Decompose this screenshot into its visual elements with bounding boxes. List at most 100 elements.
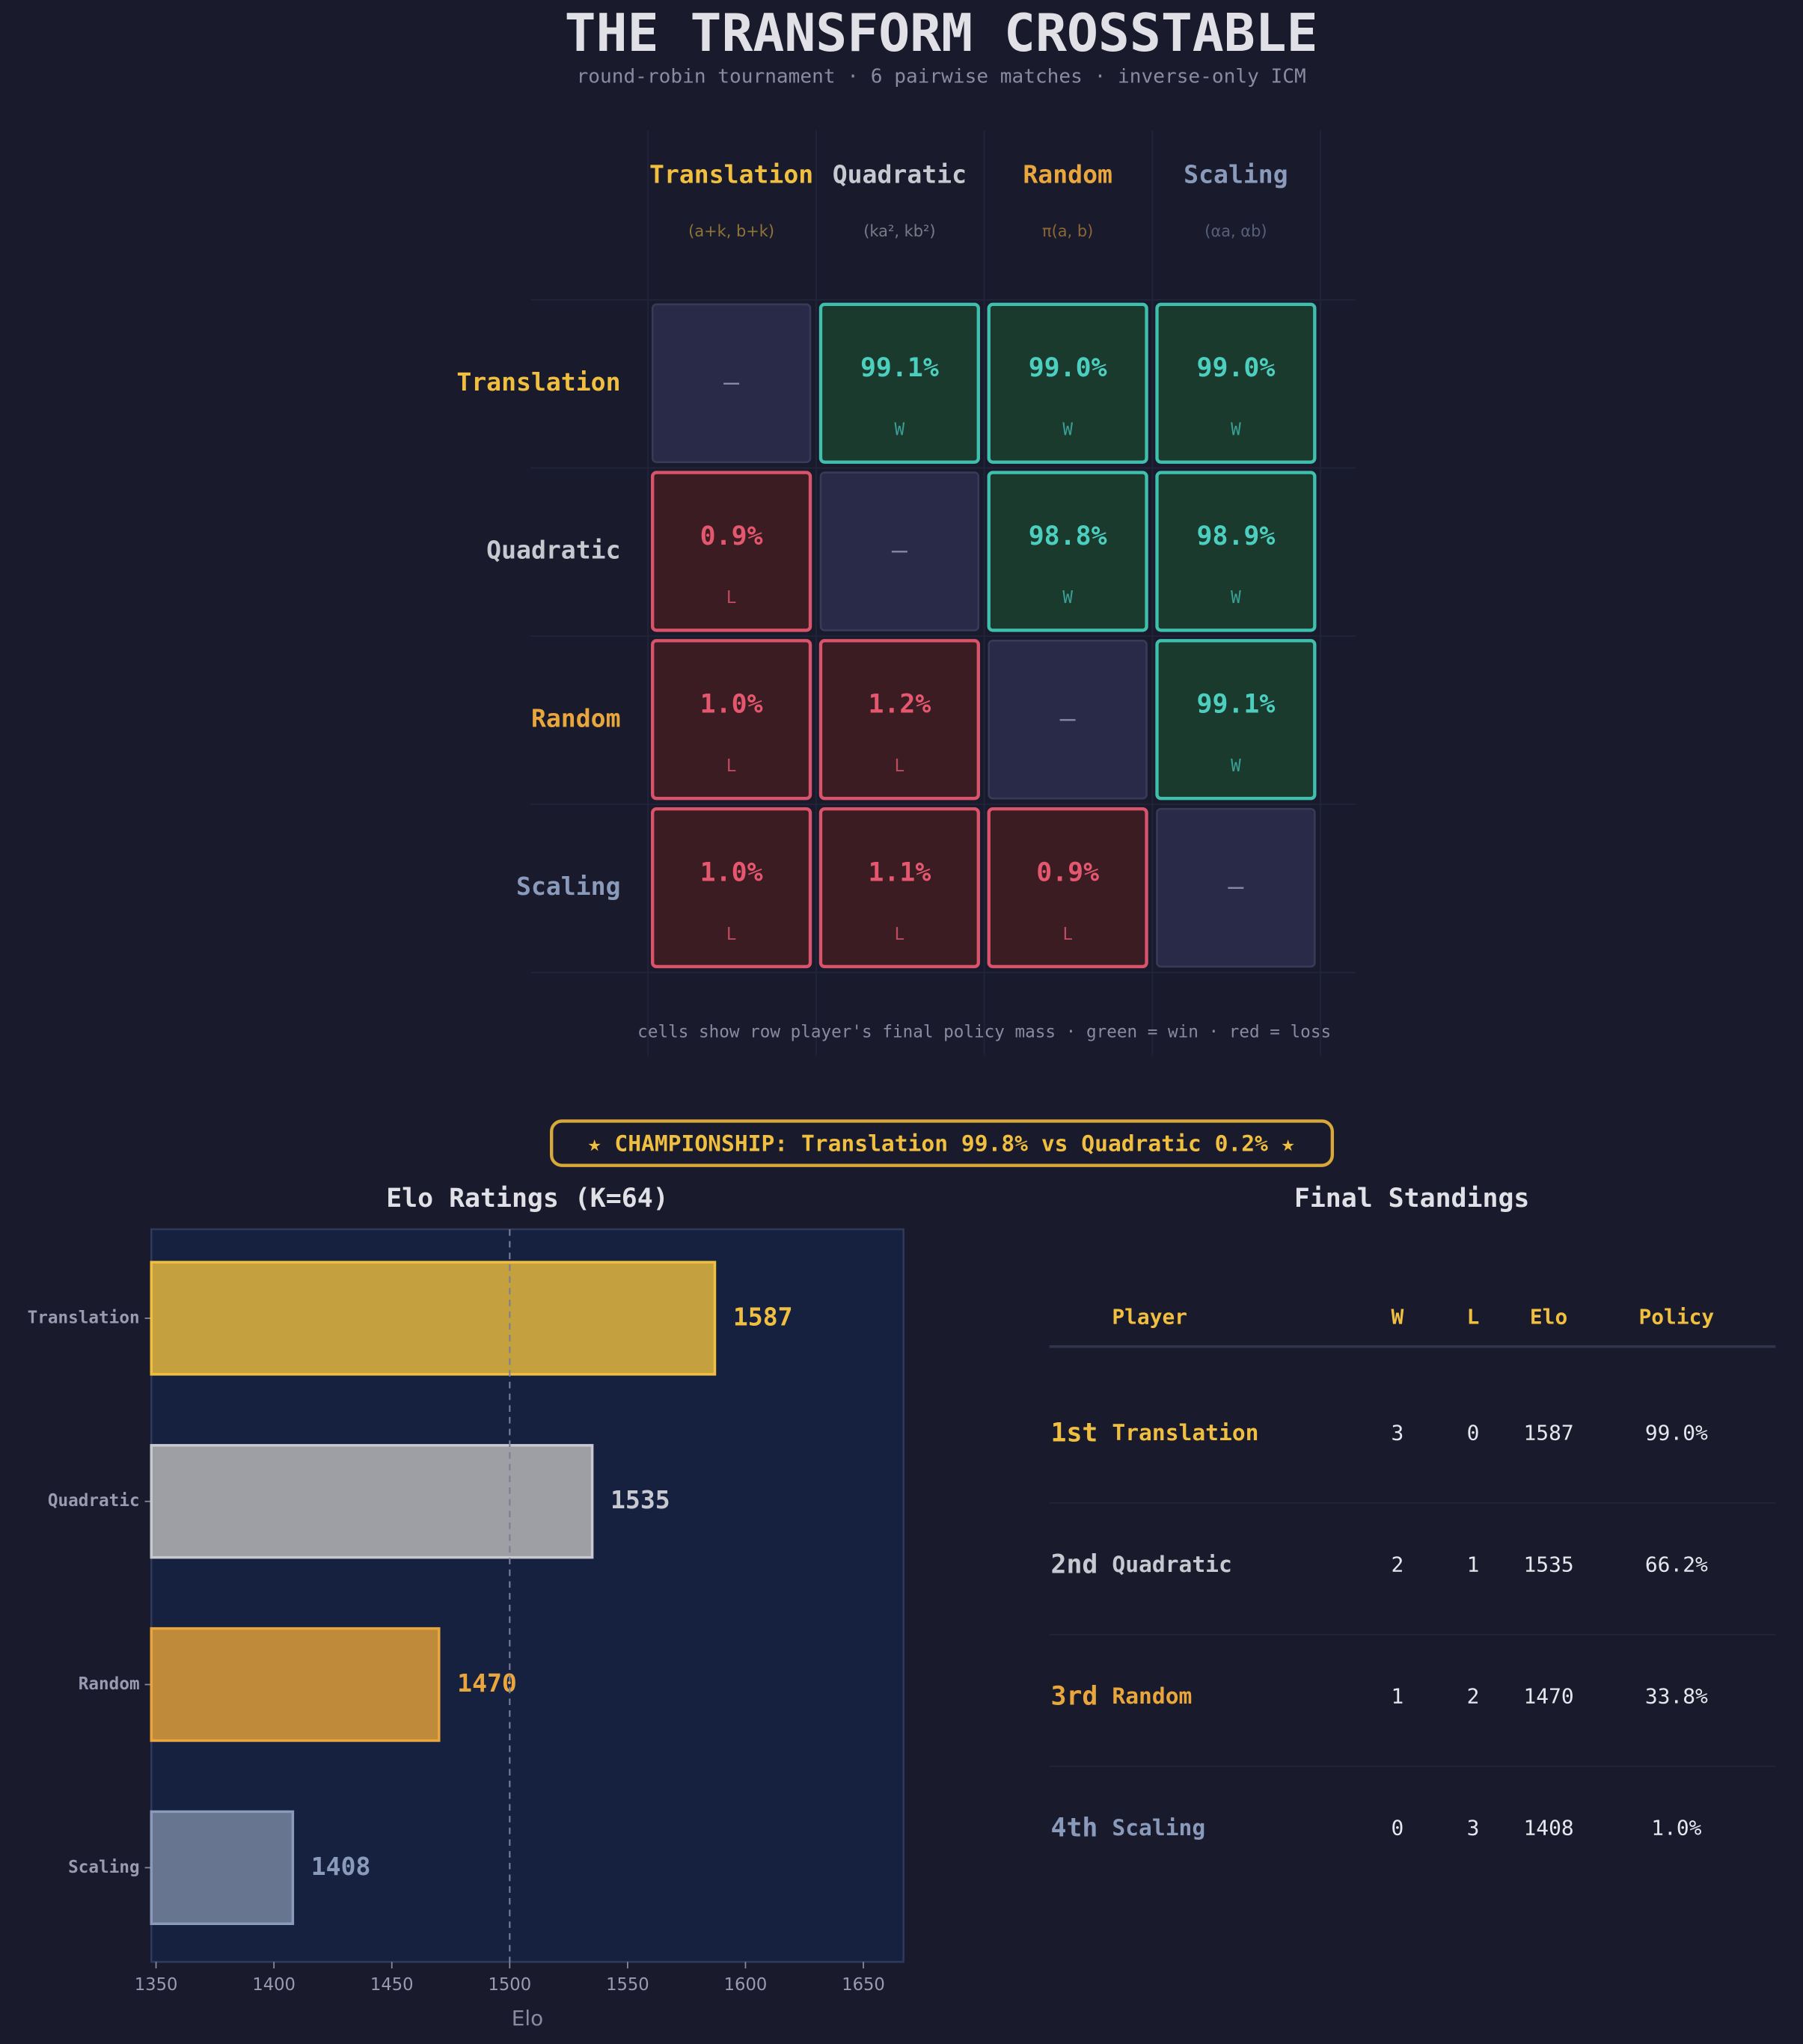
cell-value: 99.0%	[1029, 353, 1107, 383]
y-tick-label: Quadratic	[48, 1491, 140, 1511]
column-header: Random	[1023, 160, 1112, 189]
x-axis-label: Elo	[512, 2006, 543, 2031]
page-subtitle: round-robin tournament · 6 pairwise matc…	[577, 65, 1306, 88]
bar	[150, 1627, 441, 1742]
cell	[1156, 807, 1316, 968]
cell-value: 98.9%	[1196, 521, 1275, 551]
cell-result: L	[726, 925, 737, 944]
stat: 1408	[1524, 1816, 1574, 1840]
cell	[987, 807, 1148, 969]
player: Quadratic	[1112, 1552, 1231, 1577]
column-formula: π(a, b)	[1042, 222, 1093, 240]
cell-result: L	[895, 925, 905, 944]
championship: ★ CHAMPIONSHIP: Translation 99.8% vs Qua…	[588, 1130, 1295, 1156]
row-header: Random	[531, 703, 621, 732]
column-header: Translation	[649, 160, 813, 189]
rank: 2nd	[1050, 1550, 1098, 1580]
cell-value: 99.1%	[1196, 690, 1275, 720]
cell	[651, 303, 812, 463]
column-formula: (ka², kb²)	[863, 222, 935, 240]
rank: 1st	[1050, 1419, 1098, 1448]
column-header: Quadratic	[833, 160, 967, 189]
stat: 2	[1392, 1552, 1404, 1577]
cell-value: —	[723, 367, 739, 397]
stat: 2	[1467, 1684, 1480, 1709]
value-label: 1587	[733, 1302, 793, 1331]
cell-result: W	[1231, 420, 1241, 439]
cell-value: 1.0%	[700, 857, 763, 887]
y-tick-label: Translation	[28, 1308, 140, 1327]
column-formula: (a+k, b+k)	[688, 222, 774, 240]
cell	[1155, 471, 1317, 632]
standings-header: Elo	[1530, 1305, 1567, 1329]
stat: 1.0%	[1651, 1816, 1701, 1840]
player: Scaling	[1112, 1815, 1205, 1840]
cell-value: 1.2%	[868, 690, 931, 720]
cell-result: W	[1231, 756, 1241, 776]
cell-result: W	[1231, 588, 1241, 608]
cell-value: 98.8%	[1029, 521, 1107, 551]
cell-value: 1.1%	[868, 857, 931, 887]
cell-result: L	[726, 756, 737, 776]
cell-result: W	[895, 420, 905, 439]
cell-value: —	[892, 536, 907, 566]
championship-box	[550, 1119, 1335, 1167]
cell-result: W	[1062, 420, 1073, 439]
standings-header: Player	[1112, 1305, 1187, 1329]
cell-result: L	[726, 588, 737, 608]
cell	[988, 640, 1148, 800]
rank: 3rd	[1050, 1682, 1098, 1712]
player: Random	[1112, 1683, 1192, 1709]
stat: 1	[1467, 1552, 1480, 1577]
value-label: 1408	[311, 1852, 371, 1881]
cell-value: —	[1060, 704, 1076, 734]
cell	[651, 471, 812, 632]
stat: 0	[1467, 1421, 1480, 1445]
stat: 33.8%	[1645, 1684, 1708, 1709]
stat: 1470	[1524, 1684, 1574, 1709]
cell	[987, 471, 1148, 632]
column-header: Scaling	[1184, 160, 1288, 189]
cell	[987, 302, 1148, 464]
x-tick-label: 1400	[252, 1975, 296, 1995]
standings-title: Final Standings	[1294, 1184, 1530, 1214]
cell-value: 1.0%	[700, 690, 763, 720]
stat: 1	[1392, 1684, 1404, 1709]
stat: 3	[1392, 1421, 1404, 1445]
value-label: 1535	[610, 1485, 670, 1514]
stat: 66.2%	[1645, 1552, 1708, 1577]
bar	[150, 1444, 594, 1559]
cell-value: 99.1%	[860, 353, 939, 383]
cell	[651, 807, 812, 969]
player: Translation	[1112, 1420, 1258, 1445]
bar	[150, 1261, 717, 1376]
x-tick-label: 1550	[606, 1975, 649, 1995]
x-tick-label: 1350	[135, 1975, 178, 1995]
page-title: THE TRANSFORM CROSSTABLE	[565, 3, 1318, 64]
rank: 4th	[1050, 1814, 1098, 1843]
cell	[1155, 639, 1317, 801]
standings-header: W	[1392, 1305, 1404, 1329]
cell	[819, 471, 980, 631]
row-header: Quadratic	[486, 536, 620, 565]
cell-value: 0.9%	[1036, 857, 1099, 887]
x-tick-label: 1450	[370, 1975, 414, 1995]
stat: 1535	[1524, 1552, 1574, 1577]
chart-title: Elo Ratings (K=64)	[386, 1184, 668, 1214]
cell	[1155, 302, 1317, 464]
cell	[818, 807, 980, 969]
y-tick-label: Random	[79, 1674, 140, 1694]
cell-value: —	[1228, 872, 1243, 902]
footnote: cells show row player's final policy mas…	[637, 1022, 1331, 1041]
x-tick-label: 1650	[842, 1975, 885, 1995]
cell-value: 99.0%	[1196, 353, 1275, 383]
bar	[150, 1810, 295, 1926]
cell-result: L	[1062, 925, 1073, 944]
x-tick-label: 1600	[724, 1975, 768, 1995]
stat: 0	[1392, 1816, 1404, 1840]
stat: 1587	[1524, 1421, 1574, 1445]
cell-value: 0.9%	[700, 521, 763, 551]
stat: 99.0%	[1645, 1421, 1708, 1445]
